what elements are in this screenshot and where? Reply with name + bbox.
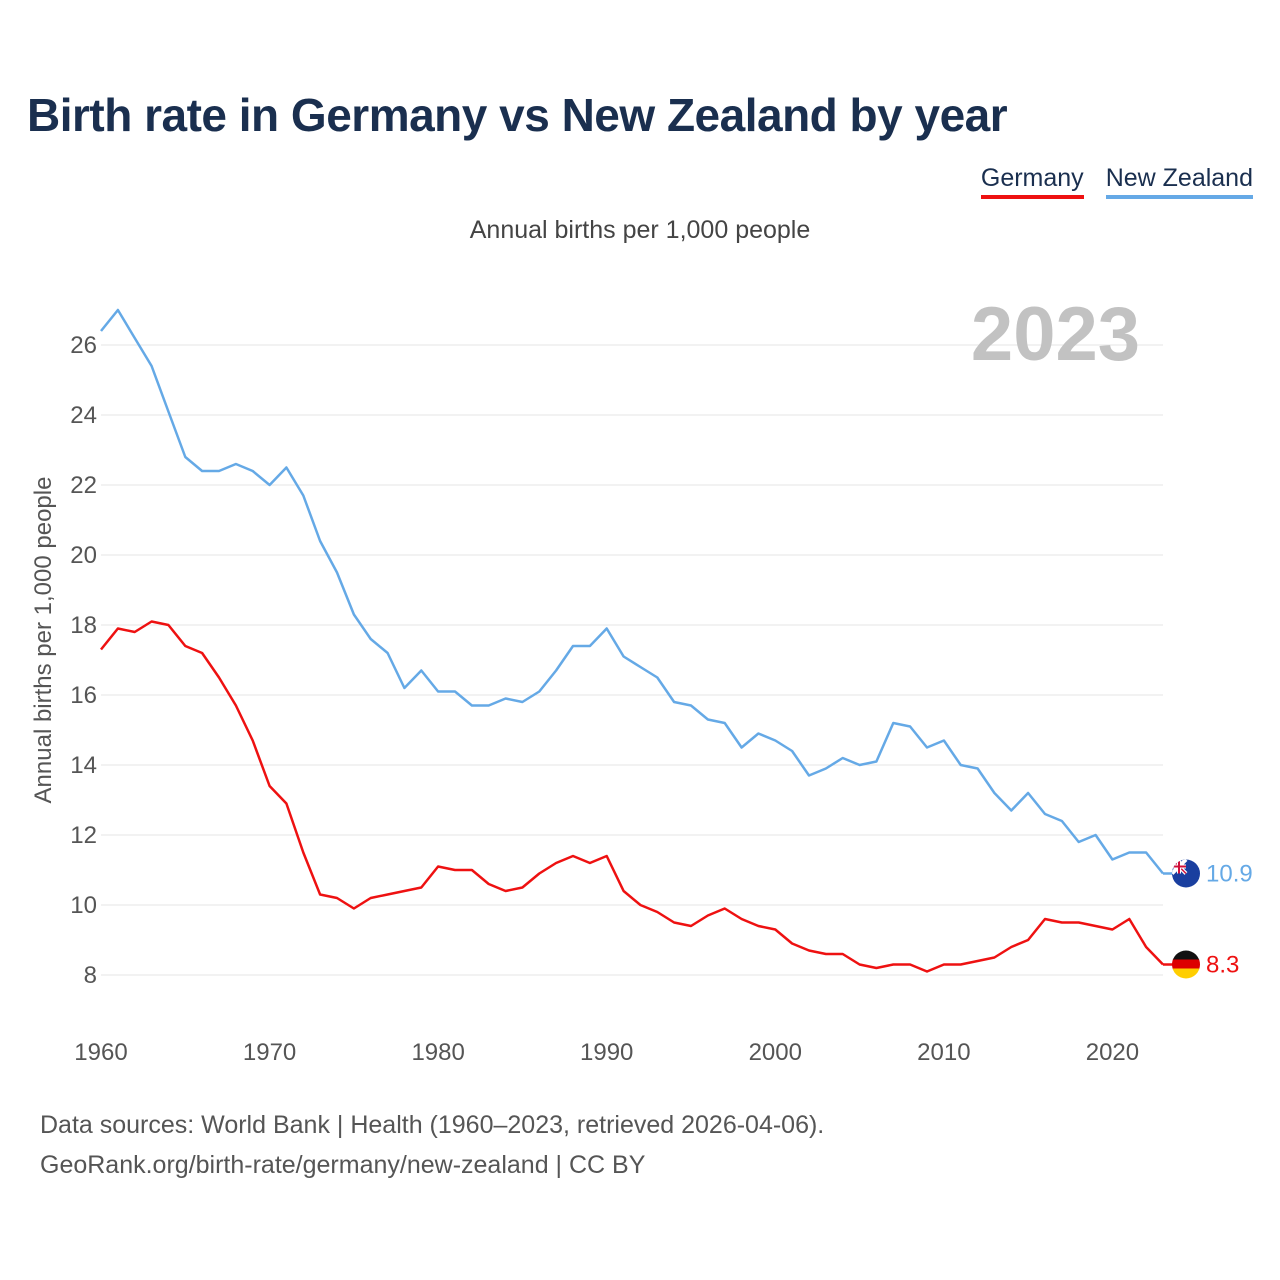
x-tick-label: 2000 [749, 1039, 802, 1066]
series: 8.3 10.9 [100, 308, 1253, 979]
y-tick-label: 18 [70, 612, 97, 639]
x-tick-label: 1970 [243, 1039, 296, 1066]
y-axis: 8 10 12 14 16 18 20 22 24 26 [70, 332, 97, 989]
y-tick-label: 16 [70, 682, 97, 709]
y-tick-label: 8 [84, 962, 97, 989]
y-tick-label: 20 [70, 542, 97, 569]
y-tick-label: 14 [70, 752, 97, 779]
y-tick-label: 10 [70, 892, 97, 919]
y-tick-label: 22 [70, 472, 97, 499]
y-tick-label: 26 [70, 332, 97, 359]
x-tick-label: 1990 [580, 1039, 633, 1066]
sources-line: Data sources: World Bank | Health (1960–… [40, 1111, 825, 1139]
end-value-label-germany: 8.3 [1206, 952, 1239, 979]
legend: Germany New Zealand [980, 164, 1253, 199]
y-tick-label: 24 [70, 402, 97, 429]
year-watermark: 2023 [971, 292, 1140, 377]
x-tick-label: 2020 [1086, 1039, 1139, 1066]
x-axis: 1960 1970 1980 1990 2000 2010 2020 [74, 1039, 1139, 1066]
line-chart: 2023 8 10 12 14 16 18 20 22 24 26 1960 1970 1980 199… [30, 292, 1253, 1066]
page-title: Birth rate in Germany vs New Zealand by … [27, 89, 1008, 141]
end-value-label-new-zealand: 10.9 [1206, 861, 1253, 888]
data-sources: Data sources: World Bank | Health (1960–… [40, 1105, 824, 1185]
y-axis-label: Annual births per 1,000 people [30, 477, 57, 804]
end-markers [1172, 859, 1200, 979]
germany-flag-icon [1172, 950, 1200, 979]
series-line-germany [100, 620, 1164, 973]
legend-item-new-zealand[interactable]: New Zealand [1105, 164, 1253, 199]
grid [101, 344, 1163, 976]
new-zealand-flag-icon [1172, 859, 1200, 888]
legend-item-germany[interactable]: Germany [980, 164, 1084, 199]
x-tick-label: 1980 [411, 1039, 464, 1066]
chart-subtitle: Annual births per 1,000 people [469, 216, 811, 244]
x-tick-label: 1960 [74, 1039, 127, 1066]
y-tick-label: 12 [70, 822, 97, 849]
attribution-link[interactable]: GeoRank.org/birth-rate/germany/new-zeala… [40, 1151, 646, 1179]
x-tick-label: 2010 [917, 1039, 970, 1066]
series-line-new-zealand [100, 308, 1164, 875]
